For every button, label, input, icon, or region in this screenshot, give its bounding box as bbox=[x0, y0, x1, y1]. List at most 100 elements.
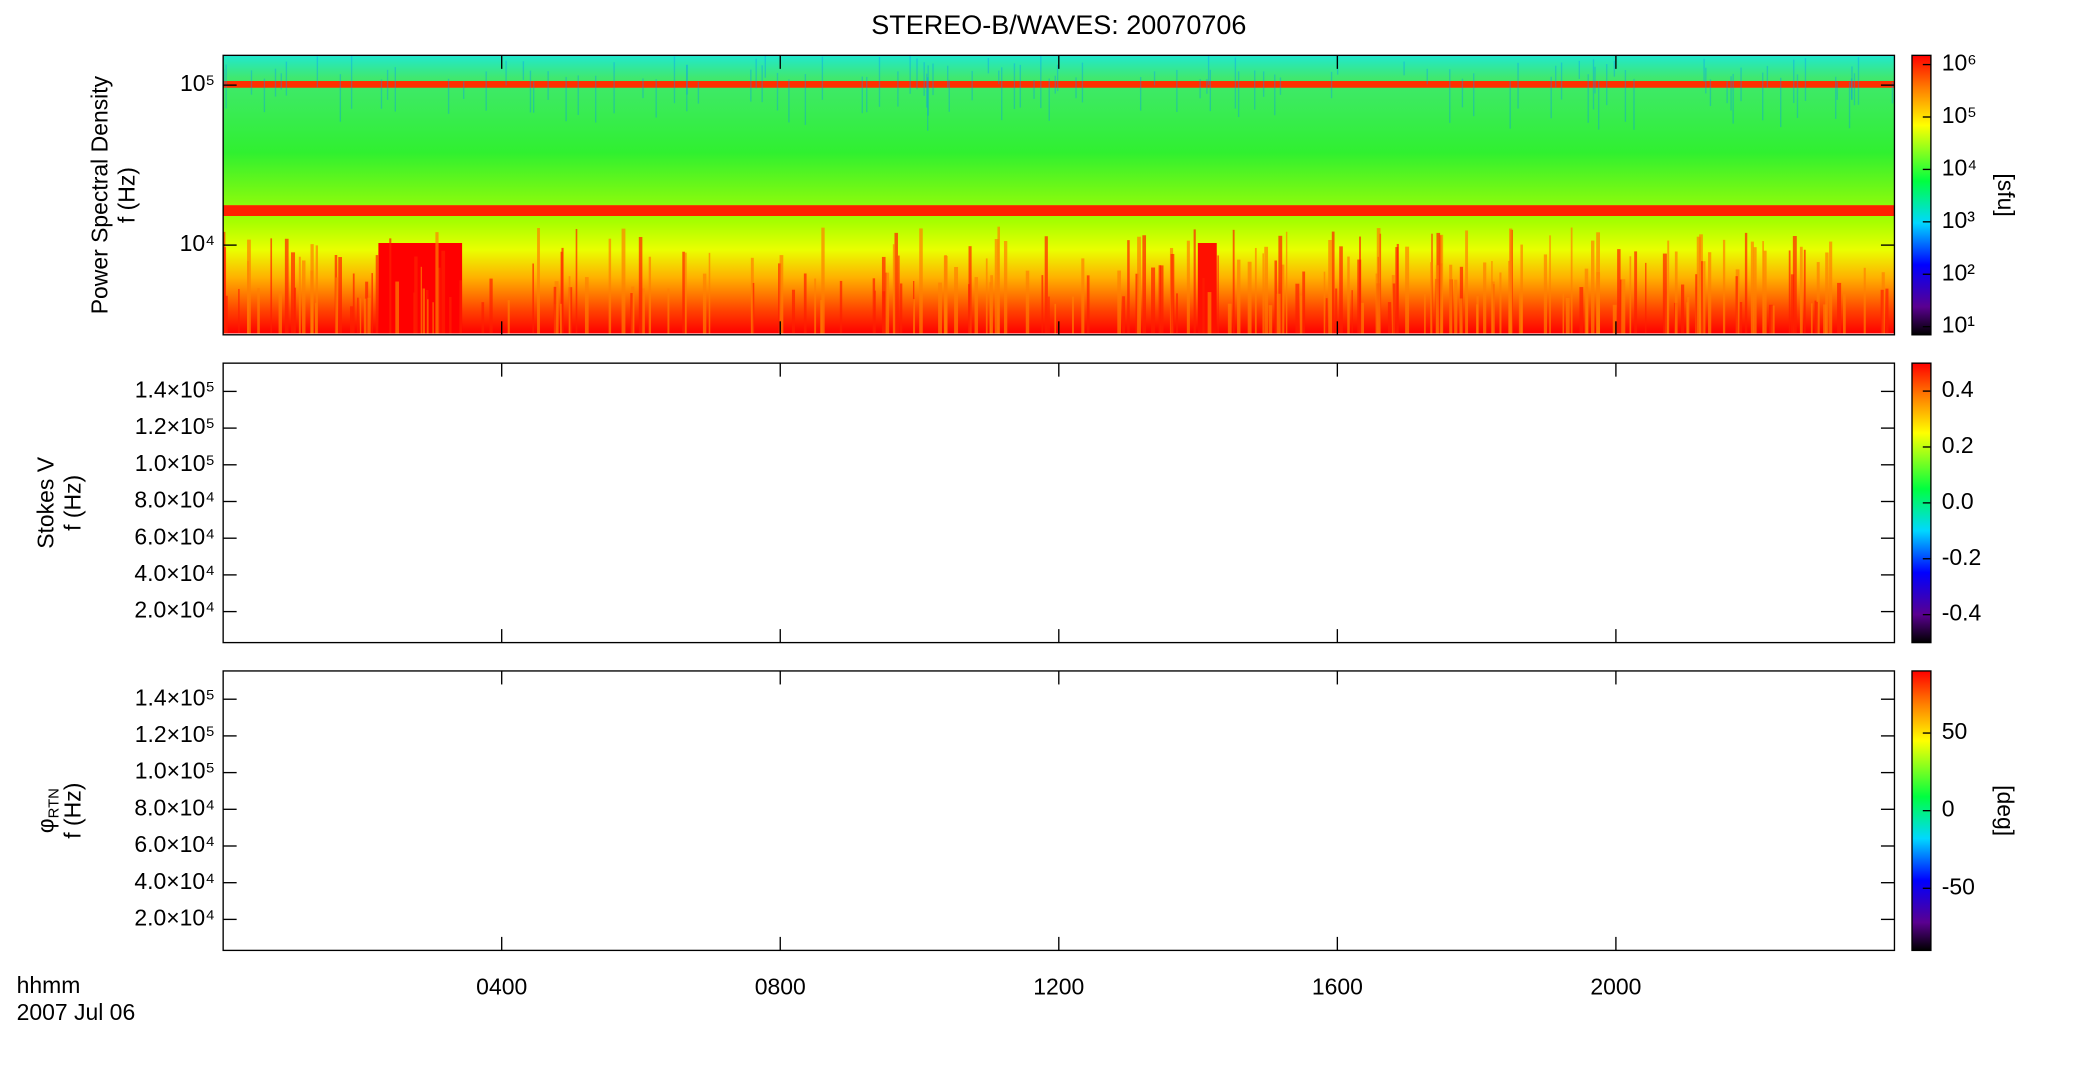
streak bbox=[1780, 77, 1782, 128]
colorbar-tick-label: 50 bbox=[1942, 718, 1968, 744]
streak bbox=[310, 270, 314, 334]
colorbar-tick-label: 0.4 bbox=[1942, 376, 1974, 402]
y-tick-label: 8.0×10⁴ bbox=[134, 487, 215, 513]
streak bbox=[776, 72, 779, 111]
streak bbox=[1885, 288, 1889, 334]
streak bbox=[1562, 292, 1565, 334]
streak bbox=[565, 76, 567, 122]
streak bbox=[532, 263, 534, 334]
streak bbox=[1405, 246, 1410, 334]
streak bbox=[997, 226, 1000, 334]
streak bbox=[621, 228, 626, 334]
streak bbox=[1851, 66, 1853, 101]
streak bbox=[1117, 270, 1122, 334]
streak bbox=[1606, 64, 1608, 106]
y-tick-label: 2.0×10⁴ bbox=[134, 597, 215, 623]
streak bbox=[1722, 239, 1726, 334]
streak bbox=[1621, 279, 1626, 334]
streak bbox=[613, 62, 615, 114]
streak bbox=[1624, 70, 1627, 122]
y-tick-label: 10⁵ bbox=[180, 70, 215, 96]
streak bbox=[1592, 59, 1595, 110]
streak bbox=[1033, 79, 1035, 99]
streak bbox=[1620, 279, 1622, 334]
streak bbox=[595, 75, 597, 123]
streak bbox=[463, 81, 465, 99]
streak bbox=[280, 73, 282, 90]
streak bbox=[389, 238, 392, 334]
streak bbox=[485, 71, 487, 111]
streak bbox=[1565, 297, 1570, 334]
streak bbox=[363, 298, 367, 334]
streak bbox=[1142, 235, 1147, 334]
streak bbox=[1696, 236, 1701, 334]
streak bbox=[1040, 55, 1042, 109]
colorbar-tick-label: 10⁵ bbox=[1942, 102, 1977, 128]
streak bbox=[315, 245, 318, 334]
streak bbox=[985, 258, 988, 334]
streak bbox=[954, 266, 959, 334]
streak bbox=[1597, 81, 1600, 130]
streak bbox=[788, 79, 790, 123]
streak bbox=[1139, 77, 1142, 111]
streak bbox=[577, 75, 579, 115]
streak bbox=[1323, 271, 1326, 334]
streak bbox=[1709, 79, 1712, 107]
streak bbox=[1056, 64, 1059, 92]
streak bbox=[1449, 264, 1453, 334]
streak bbox=[916, 58, 918, 90]
streak bbox=[881, 256, 886, 334]
streak bbox=[291, 252, 296, 334]
streak bbox=[1686, 302, 1689, 334]
streak bbox=[1520, 244, 1523, 334]
streak bbox=[1237, 259, 1241, 334]
streak bbox=[1814, 300, 1817, 334]
streak bbox=[1153, 71, 1156, 86]
streak bbox=[1262, 253, 1264, 334]
streak bbox=[673, 56, 676, 104]
y-axis-label: Stokes V bbox=[33, 456, 59, 548]
streak bbox=[909, 56, 911, 94]
streak bbox=[1792, 235, 1797, 334]
streak bbox=[449, 296, 452, 334]
streak bbox=[420, 266, 423, 334]
streak bbox=[1426, 68, 1428, 85]
streak bbox=[413, 292, 416, 334]
streak bbox=[1473, 73, 1475, 117]
streak bbox=[1247, 261, 1252, 334]
streak bbox=[1768, 304, 1773, 334]
streak bbox=[1302, 271, 1306, 334]
plot-frame bbox=[222, 362, 1896, 644]
streak bbox=[489, 278, 493, 334]
streak bbox=[686, 64, 688, 112]
streak bbox=[1264, 246, 1269, 334]
streak bbox=[1403, 61, 1405, 76]
y-tick-label: 2.0×10⁴ bbox=[134, 904, 215, 930]
streak bbox=[947, 65, 949, 88]
streak bbox=[584, 277, 589, 334]
streak bbox=[1701, 261, 1703, 334]
streak bbox=[352, 273, 355, 334]
streak bbox=[1739, 302, 1743, 334]
streak bbox=[1234, 57, 1237, 109]
streak bbox=[1160, 265, 1164, 334]
y-tick-label: 6.0×10⁴ bbox=[134, 523, 215, 549]
streak bbox=[648, 256, 652, 334]
streak bbox=[894, 232, 898, 334]
streak bbox=[375, 255, 379, 334]
streak bbox=[892, 244, 896, 334]
streak bbox=[684, 252, 687, 334]
streak bbox=[1376, 228, 1381, 334]
streak bbox=[1543, 254, 1548, 334]
streak bbox=[1209, 69, 1211, 112]
streak bbox=[1285, 231, 1288, 334]
streak bbox=[1612, 304, 1617, 334]
streak bbox=[350, 306, 354, 334]
streak bbox=[872, 278, 876, 334]
streak bbox=[1041, 275, 1044, 334]
streak bbox=[1579, 287, 1584, 334]
streak bbox=[1555, 65, 1557, 88]
streak bbox=[395, 281, 399, 334]
streak bbox=[1387, 302, 1392, 334]
streak bbox=[1705, 67, 1707, 94]
